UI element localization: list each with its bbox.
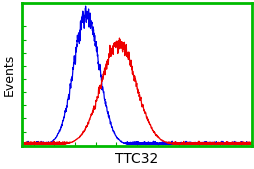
X-axis label: TTC32: TTC32 — [115, 152, 158, 166]
Y-axis label: Events: Events — [3, 53, 16, 95]
